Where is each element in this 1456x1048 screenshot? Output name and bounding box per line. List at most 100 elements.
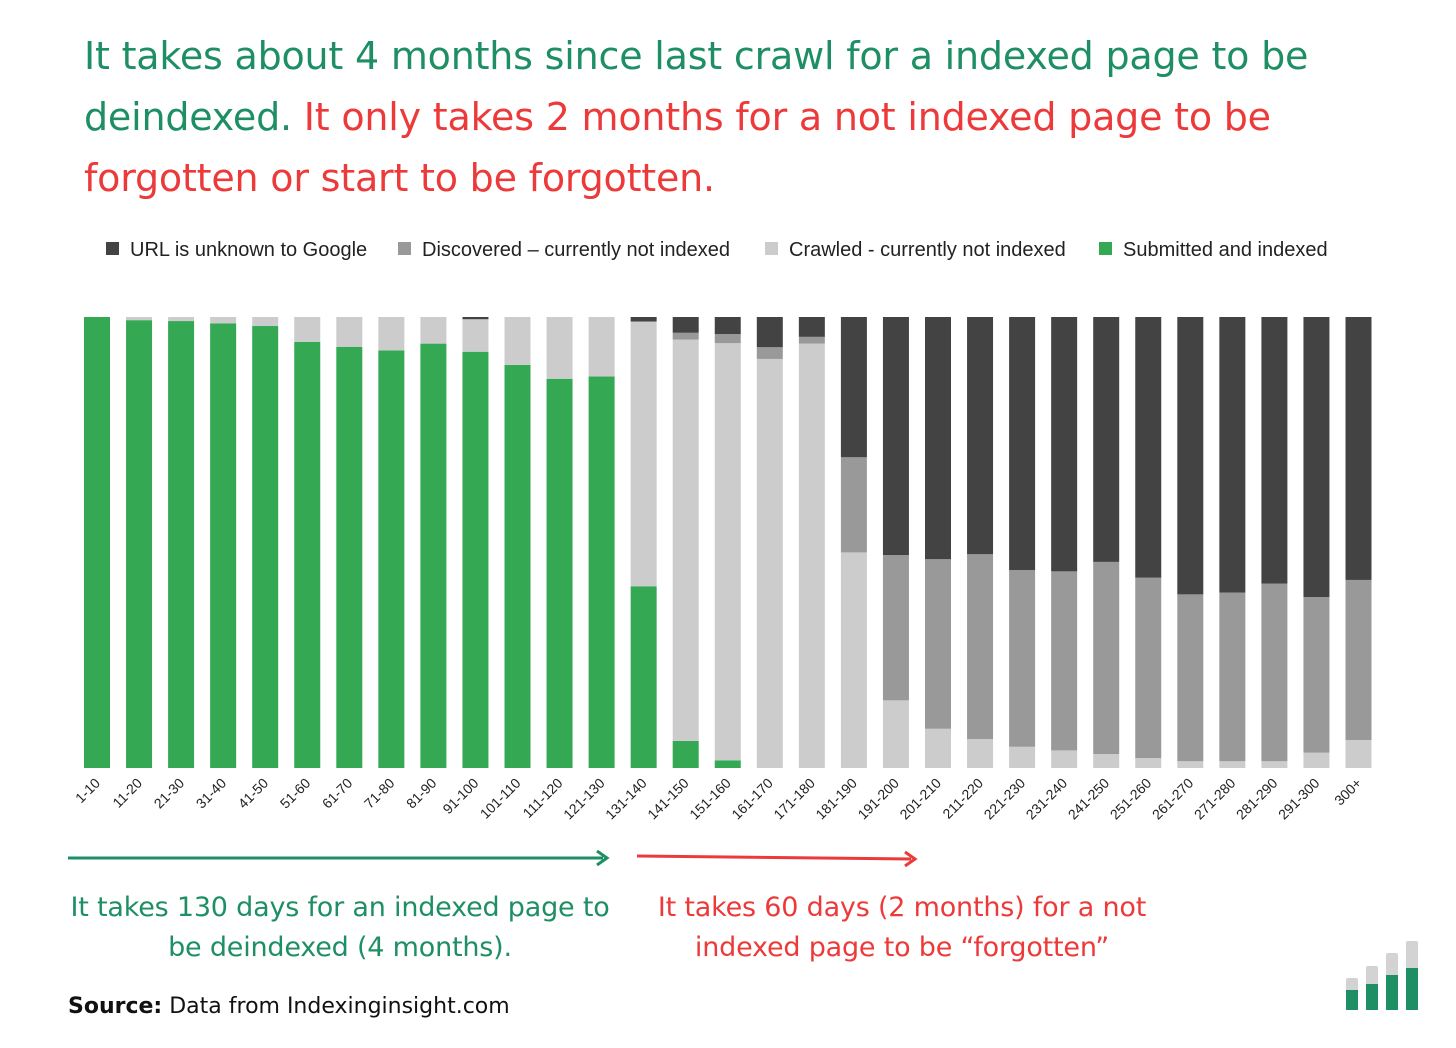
bar-161-170-discovered-currently-not-indexed <box>756 347 783 359</box>
arrow-not-indexed <box>636 850 918 868</box>
annotation-arrows <box>68 849 918 868</box>
x-tick-251-260: 251-260 <box>1107 775 1155 823</box>
bar-121-130-crawled-currently-not-indexed <box>588 317 615 377</box>
bar-211-220-url-is-unknown-to-google <box>967 317 994 555</box>
x-tick-1-10: 1-10 <box>72 775 103 806</box>
x-axis-ticks: 1-10 11-20 21-30 31-40 41-50 51-60 61-70 71-80 8… <box>72 775 1365 823</box>
bar-31-40-crawled-currently-not-indexed <box>210 317 237 324</box>
legend-label-crawled-currently-not-indexed: Crawled - currently not indexed <box>789 239 1066 261</box>
bar-61-70-submitted-and-indexed <box>336 346 363 768</box>
x-tick-221-230: 221-230 <box>981 775 1029 823</box>
bar-241-250-crawled-currently-not-indexed <box>1093 754 1120 768</box>
legend-swatch-crawled-currently-not-indexed <box>765 242 778 255</box>
legend-label-submitted-and-indexed: Submitted and indexed <box>1123 239 1328 261</box>
caption-not-indexed: It takes 60 days (2 months) for a not in… <box>657 892 1147 963</box>
bar-51-60-submitted-and-indexed <box>294 341 321 768</box>
bar-281-290-discovered-currently-not-indexed <box>1261 583 1288 762</box>
bar-71-80-crawled-currently-not-indexed <box>378 317 405 351</box>
bar-241-250-url-is-unknown-to-google <box>1093 317 1120 562</box>
legend-swatch-submitted-and-indexed <box>1099 242 1112 255</box>
logo-bar-1 <box>1346 990 1358 1010</box>
bar-281-290-crawled-currently-not-indexed <box>1261 761 1288 768</box>
bar-141-150-crawled-currently-not-indexed <box>672 339 699 741</box>
bar-201-210-url-is-unknown-to-google <box>925 317 951 560</box>
legend-label-discovered-currently-not-indexed: Discovered – currently not indexed <box>422 239 730 261</box>
bar-251-260-discovered-currently-not-indexed <box>1135 577 1162 759</box>
x-tick-51-60: 51-60 <box>277 775 314 812</box>
x-tick-211-220: 211-220 <box>939 775 986 822</box>
x-tick-21-30: 21-30 <box>151 775 188 812</box>
bar-141-150-url-is-unknown-to-google <box>672 317 699 333</box>
bar-91-100-url-is-unknown-to-google <box>462 317 489 320</box>
bar-81-90-crawled-currently-not-indexed <box>420 317 447 344</box>
bar-21-30-submitted-and-indexed <box>168 321 195 768</box>
bar-161-170-url-is-unknown-to-google <box>756 317 783 348</box>
logo-bar-4 <box>1406 968 1418 1010</box>
bar-271-280-url-is-unknown-to-google <box>1219 317 1246 593</box>
x-tick-151-160: 151-160 <box>686 775 734 823</box>
brand-logo-icon <box>1346 941 1418 1010</box>
bar-181-190-discovered-currently-not-indexed <box>840 457 867 553</box>
headline: It takes about 4 months since last crawl… <box>84 26 1424 209</box>
x-tick-11-20: 11-20 <box>109 775 145 811</box>
bar-151-160-url-is-unknown-to-google <box>714 317 741 335</box>
bar-241-250-discovered-currently-not-indexed <box>1093 561 1120 755</box>
x-tick-261-270: 261-270 <box>1149 775 1197 823</box>
bar-171-180-url-is-unknown-to-google <box>798 317 825 337</box>
bar-201-210-crawled-currently-not-indexed <box>925 728 951 768</box>
bar-151-160-submitted-and-indexed <box>714 760 741 768</box>
headline-red: It only takes 2 months for a not indexed… <box>84 95 1271 200</box>
bar-211-220-discovered-currently-not-indexed <box>967 554 994 740</box>
x-tick-181-190: 181-190 <box>812 775 860 823</box>
bar-41-50-crawled-currently-not-indexed <box>252 317 279 327</box>
bar-191-200-discovered-currently-not-indexed <box>882 555 909 701</box>
bar-81-90-submitted-and-indexed <box>420 343 447 768</box>
bar-201-210-discovered-currently-not-indexed <box>925 559 951 729</box>
bar-11-20-crawled-currently-not-indexed <box>126 317 153 321</box>
bar-101-110-crawled-currently-not-indexed <box>504 317 531 365</box>
bar-131-140-submitted-and-indexed <box>630 586 657 768</box>
bar-131-140-crawled-currently-not-indexed <box>630 321 657 587</box>
bar-300+-discovered-currently-not-indexed <box>1345 579 1372 741</box>
x-tick-101-110: 101-110 <box>477 775 524 822</box>
x-tick-41-50: 41-50 <box>235 775 272 812</box>
bar-211-220-crawled-currently-not-indexed <box>967 739 994 768</box>
bar-251-260-url-is-unknown-to-google <box>1135 317 1162 578</box>
x-tick-71-80: 71-80 <box>361 775 398 812</box>
x-tick-31-40: 31-40 <box>193 775 230 812</box>
legend-swatch-url-is-unknown-to-google <box>106 242 119 255</box>
x-tick-201-210: 201-210 <box>896 775 944 823</box>
legend-swatch-discovered-currently-not-indexed <box>398 242 411 255</box>
source-label: Source: <box>68 994 163 1019</box>
bar-300+-url-is-unknown-to-google <box>1345 317 1372 580</box>
x-tick-300+: 300+ <box>1331 775 1365 809</box>
x-tick-281-290: 281-290 <box>1233 775 1281 823</box>
bar-171-180-crawled-currently-not-indexed <box>798 343 825 768</box>
bar-261-270-url-is-unknown-to-google <box>1177 317 1204 595</box>
x-tick-171-180: 171-180 <box>770 775 818 823</box>
x-tick-231-240: 231-240 <box>1023 775 1071 823</box>
x-tick-271-280: 271-280 <box>1191 775 1239 823</box>
caption-indexed: It takes 130 days for an indexed page to… <box>70 892 610 963</box>
bar-111-120-crawled-currently-not-indexed <box>546 317 573 379</box>
bar-231-240-discovered-currently-not-indexed <box>1051 571 1078 751</box>
bar-291-300-url-is-unknown-to-google <box>1303 317 1330 598</box>
bar-221-230-discovered-currently-not-indexed <box>1009 570 1036 747</box>
bar-101-110-submitted-and-indexed <box>504 364 531 768</box>
bar-11-20-submitted-and-indexed <box>126 320 153 768</box>
bar-151-160-discovered-currently-not-indexed <box>714 334 741 344</box>
bar-91-100-crawled-currently-not-indexed <box>462 319 489 352</box>
bar-151-160-crawled-currently-not-indexed <box>714 343 741 761</box>
bar-251-260-crawled-currently-not-indexed <box>1135 758 1162 768</box>
bar-91-100-submitted-and-indexed <box>462 351 489 768</box>
bar-271-280-crawled-currently-not-indexed <box>1219 761 1246 768</box>
bar-51-60-crawled-currently-not-indexed <box>294 317 321 342</box>
bar-121-130-submitted-and-indexed <box>588 376 615 768</box>
source-text: Data from Indexinginsight.com <box>169 994 510 1019</box>
bar-61-70-crawled-currently-not-indexed <box>336 317 363 347</box>
bar-291-300-discovered-currently-not-indexed <box>1303 597 1330 753</box>
x-tick-291-300: 291-300 <box>1275 775 1323 823</box>
bar-1-10-submitted-and-indexed <box>84 317 110 768</box>
x-tick-81-90: 81-90 <box>403 775 440 812</box>
bar-31-40-submitted-and-indexed <box>210 323 237 768</box>
